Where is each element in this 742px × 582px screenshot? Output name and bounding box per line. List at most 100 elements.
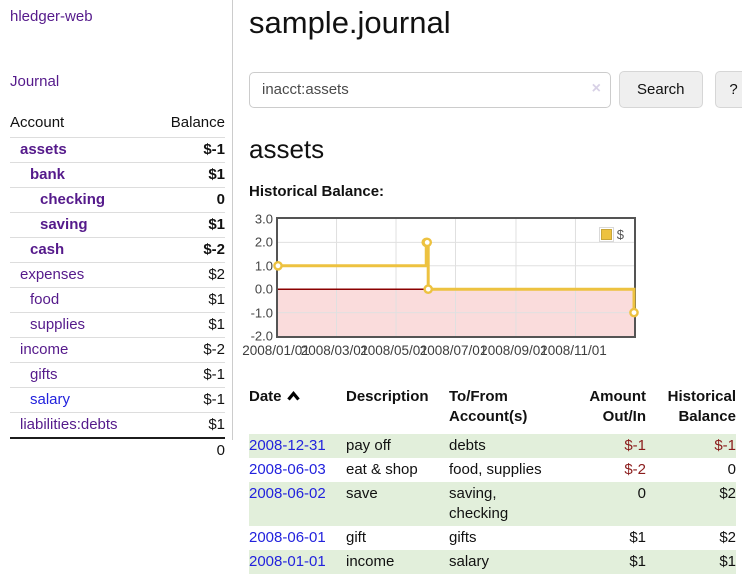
column-header-historical-balance: Historical Balance [667,388,736,425]
chart-legend: $ [598,227,624,242]
balance-cell: 0 [727,461,736,478]
date-link[interactable]: 2008-06-02 [249,485,326,502]
account-heading: assets [249,134,325,164]
y-axis-label: 0.0 [254,281,273,297]
account-balance: $1 [208,416,225,433]
register-row: 2008-06-03 eat & shop food, supplies $-2 0 [249,458,736,482]
account-link[interactable]: bank [30,166,66,183]
account-balance: $1 [208,216,225,233]
y-axis-label: 1.0 [254,258,273,274]
search-button[interactable]: Search [619,71,703,108]
column-header-amount-out-in: Amount Out/In [589,388,646,425]
help-button[interactable]: ? [714,71,742,108]
search-input[interactable] [249,71,611,108]
chart-plot-area: $ [273,217,639,338]
clear-search-icon[interactable]: × [591,79,601,97]
x-axis-label: 2008/11/01 [540,343,607,358]
x-axis-label: 2008/03/01 [300,343,369,358]
account-row: supplies $1 [10,312,225,338]
legend-label: $ [616,227,624,242]
amount-cell: 0 [637,485,646,502]
register-row: 2008-06-01 gift gifts $1 $2 [249,526,736,550]
chart-title: Historical Balance: [249,183,385,200]
column-header-date[interactable]: Date [249,387,346,434]
balance-cell: $-1 [714,437,736,454]
account-row: saving $1 [10,212,225,238]
accounts-cell: gifts [449,529,477,546]
sort-asc-icon [286,387,300,407]
balance-cell: $1 [719,553,736,570]
x-axis-label: 2008/01/01 [242,343,310,358]
account-link[interactable]: saving [40,216,88,233]
search-box: × [249,71,611,108]
account-row: liabilities:debts $1 [10,412,225,439]
accounts-header-account: Account [10,114,65,131]
account-link[interactable]: supplies [30,316,86,333]
chart-canvas [273,219,639,336]
account-row: bank $1 [10,162,225,188]
register-row: 2008-01-01 income salary $1 $1 [249,550,736,574]
accounts-table: Account Balance assets $-1 bank $1 checking 0… [10,110,225,463]
sidebar-item-journal[interactable]: Journal [10,73,60,90]
y-axis-label: 2.0 [254,234,273,250]
account-link[interactable]: liabilities:debts [20,416,118,433]
amount-cell: $-2 [624,461,646,478]
account-link[interactable]: gifts [30,366,58,383]
account-link[interactable]: food [30,291,60,308]
column-header-description: Description [346,388,429,405]
account-balance: $-1 [203,366,225,383]
description-cell: income [346,553,395,570]
sidebar: hledger-web Journal Account Balance asse… [0,0,233,463]
account-link[interactable]: salary [30,391,71,408]
account-balance: $-1 [203,391,225,408]
account-balance: $-2 [203,241,225,258]
historical-balance-chart: $ 3.0 2.0 1.0 0.0 -1.0 -2.0 2008/01/01 2008/03/… [242,212,742,363]
account-balance: $1 [208,166,225,183]
account-row: checking 0 [10,187,225,213]
account-row: salary $-1 [10,387,225,413]
account-balance: $2 [208,266,225,283]
account-link[interactable]: expenses [20,266,85,283]
account-row: cash $-2 [10,237,225,263]
page-title: sample.journal [249,5,451,40]
account-row: income $-2 [10,337,225,363]
brand-link[interactable]: hledger-web [10,8,93,25]
legend-swatch [598,227,614,242]
date-link[interactable]: 2008-06-01 [249,529,326,546]
account-row: expenses $2 [10,262,225,288]
account-link[interactable]: assets [20,141,67,158]
account-row: assets $-1 [10,137,225,163]
amount-cell: $-1 [624,437,646,454]
search-bar: × Search ? [249,71,742,108]
account-link[interactable]: cash [30,241,65,258]
y-axis-label: -1.0 [250,305,273,321]
account-link[interactable]: checking [40,191,106,208]
column-header-to-from-account-s-: To/From Account(s) [449,388,528,425]
account-balance: $1 [208,291,225,308]
date-link[interactable]: 2008-12-31 [249,437,326,454]
accounts-cell: food, supplies [449,461,542,478]
main-content: sample.journal × Search ? assets Histori… [233,0,742,574]
description-cell: gift [346,529,367,546]
y-axis-label: 3.0 [254,211,273,227]
register-table: Date Description To/From Account(s) Amount … [249,387,736,574]
register-row: 2008-06-02 save saving, checking 0 $2 [249,482,736,526]
accounts-total-value: 0 [152,437,225,463]
account-balance: 0 [216,191,225,208]
description-cell: save [346,485,378,502]
balance-cell: $2 [719,485,736,502]
date-link[interactable]: 2008-06-03 [249,461,326,478]
x-axis-label: 2008/05/01 [360,343,428,358]
description-cell: eat & shop [346,461,418,478]
accounts-header-balance: Balance [170,114,225,131]
accounts-cell: saving, checking [449,485,509,522]
date-link[interactable]: 2008-01-01 [249,553,326,570]
account-row: gifts $-1 [10,362,225,388]
accounts-cell: salary [449,553,490,570]
account-balance: $1 [208,316,225,333]
balance-cell: $2 [719,529,736,546]
accounts-total-row: 0 [10,437,225,463]
y-axis-label: -2.0 [250,328,273,344]
account-link[interactable]: income [20,341,69,358]
